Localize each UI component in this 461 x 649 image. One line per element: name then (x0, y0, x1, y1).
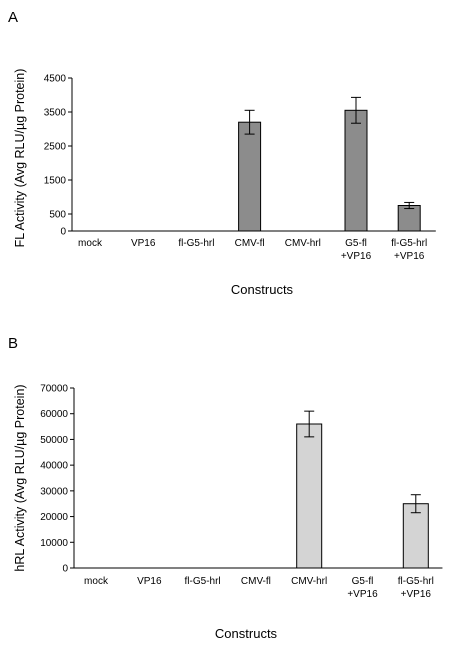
panel-a-y-ticks: 0 500 1500 2500 3500 4500 (44, 74, 72, 238)
panel-b-category-label: fl-G5-hrl (185, 576, 221, 587)
panel-a-category-label: +VP16 (341, 251, 372, 262)
panel-a-bar (344, 109, 368, 232)
panel-b-category-label: mock (84, 576, 109, 587)
panel-a-y-tick-label: 0 (60, 227, 66, 238)
panel-b-bar (296, 423, 323, 569)
panel-b-error-bars (304, 410, 421, 514)
panel-a-error-bars (244, 96, 415, 210)
panel-b-y-ticks: 0 10000 20000 30000 40000 50000 60000 70000 (40, 384, 74, 575)
panel-a-category-labels: mock VP16 fl-G5-hrl CMV-fl CMV-hrl G5-fl +VP16… (78, 238, 427, 262)
panel-b-bars (296, 423, 429, 569)
panel-b-y-tick-label: 0 (62, 564, 68, 575)
panel-a-category-label: CMV-hrl (285, 238, 321, 249)
panel-b-y-axis-title: hRL Activity (Avg RLU/µg Protein) (13, 384, 27, 571)
panel-b-bar (402, 503, 429, 569)
panel-b-category-label: CMV-hrl (291, 576, 327, 587)
panel-b-category-label: VP16 (137, 576, 162, 587)
panel-b-y-tick-label: 10000 (40, 538, 68, 549)
panel-a-y-tick-label: 1500 (44, 176, 67, 187)
panel-a-bar (238, 121, 262, 232)
panel-b-category-label: CMV-fl (241, 576, 271, 587)
panel-a-category-label: +VP16 (394, 251, 425, 262)
panel-b-category-label: +VP16 (401, 589, 432, 600)
panel-a-category-label: CMV-fl (235, 238, 265, 249)
panel-b-y-tick-label: 50000 (40, 435, 68, 446)
panel-b-category-label: G5-fl (352, 576, 374, 587)
panel-a-bar (397, 205, 421, 232)
panel-a-y-tick-label: 4500 (44, 74, 67, 85)
panel-a-category-label: VP16 (131, 238, 156, 249)
panel-b-label: B (8, 335, 18, 352)
panel-a-category-label: fl-G5-hrl (178, 238, 214, 249)
panel-a-category-label: mock (78, 238, 103, 249)
panel-b-y-tick-label: 60000 (40, 409, 68, 420)
panel-a-y-tick-label: 2500 (44, 142, 67, 153)
panel-b-y-tick-label: 40000 (40, 461, 68, 472)
panel-a-category-label: fl-G5-hrl (391, 238, 427, 249)
panel-b-category-labels: mock VP16 fl-G5-hrl CMV-fl CMV-hrl G5-fl +VP16… (84, 576, 434, 600)
panel-a-label: A (8, 9, 18, 26)
panel-b-y-tick-label: 70000 (40, 384, 68, 395)
panel-a-y-tick-label: 500 (49, 210, 66, 221)
panel-a-category-label: G5-fl (345, 238, 367, 249)
panel-b: B hRL Activity (Avg RLU/µg Protein) Cons… (8, 335, 443, 641)
panel-a-bars (238, 109, 421, 232)
panel-b-category-label: fl-G5-hrl (398, 576, 434, 587)
panel-a: A FL Activity (Avg RLU/µg Protein) Const… (8, 9, 436, 297)
panel-a-x-axis-title: Constructs (231, 282, 294, 297)
panel-a-y-tick-label: 3500 (44, 108, 67, 119)
panel-a-y-axis-title: FL Activity (Avg RLU/µg Protein) (13, 69, 27, 248)
panel-b-category-label: +VP16 (347, 589, 378, 600)
panel-b-y-tick-label: 30000 (40, 486, 68, 497)
panel-b-x-axis-title: Constructs (215, 626, 278, 641)
panel-b-y-tick-label: 20000 (40, 512, 68, 523)
